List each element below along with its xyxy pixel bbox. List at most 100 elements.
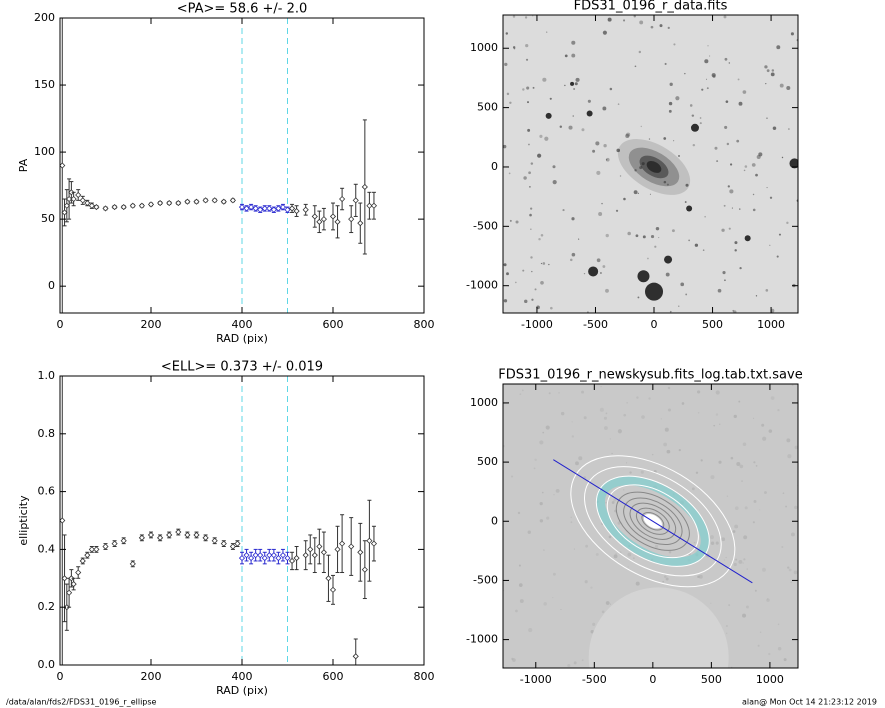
speckle xyxy=(634,65,637,68)
speckle xyxy=(710,541,715,545)
speckle xyxy=(650,234,655,239)
speckle xyxy=(542,431,545,434)
speckle xyxy=(761,423,765,427)
speckle xyxy=(527,101,529,104)
speckle xyxy=(503,299,508,303)
speckle xyxy=(539,519,544,523)
speckle xyxy=(764,491,767,494)
speckle xyxy=(781,156,784,159)
speckle xyxy=(675,96,680,101)
speckle xyxy=(573,661,577,665)
speckle xyxy=(616,148,621,153)
speckle xyxy=(678,305,680,307)
speckle xyxy=(617,429,622,434)
point xyxy=(193,531,200,539)
speckle xyxy=(787,566,790,569)
speckle xyxy=(524,16,528,19)
speckle xyxy=(715,541,719,545)
speckle xyxy=(732,530,736,533)
speckle xyxy=(623,197,626,201)
speckle xyxy=(685,293,688,296)
speckle xyxy=(725,632,728,635)
speckle xyxy=(590,630,594,634)
point xyxy=(202,534,209,541)
speckle xyxy=(766,187,768,189)
speckle xyxy=(710,475,715,480)
speckle xyxy=(794,505,798,510)
panel-title: FDS31_0196_r_data.fits xyxy=(574,0,728,14)
speckle xyxy=(787,454,792,459)
speckle xyxy=(684,72,686,75)
star xyxy=(789,158,798,169)
speckle xyxy=(741,480,743,482)
speckle xyxy=(575,77,580,82)
speckle xyxy=(735,558,738,561)
speckle xyxy=(508,172,511,175)
plot-area xyxy=(503,15,798,313)
point xyxy=(193,198,200,205)
speckle xyxy=(552,596,554,599)
speckle xyxy=(692,143,696,147)
speckle xyxy=(738,101,743,106)
point xyxy=(370,540,378,547)
point xyxy=(334,546,341,553)
speckle xyxy=(770,72,775,77)
speckle xyxy=(732,309,735,312)
point xyxy=(111,540,118,547)
speckle xyxy=(756,155,761,160)
speckle xyxy=(637,192,639,194)
speckle xyxy=(738,559,743,564)
speckle xyxy=(584,580,588,584)
y-tick-label: 1000 xyxy=(470,41,498,54)
speckle xyxy=(782,492,785,494)
point xyxy=(220,540,227,547)
speckle xyxy=(734,524,739,529)
speckle xyxy=(785,505,787,508)
speckle xyxy=(650,25,654,29)
x-tick-label: 400 xyxy=(232,670,253,683)
speckle xyxy=(791,384,794,386)
speckle xyxy=(601,610,605,614)
star xyxy=(686,205,693,212)
point xyxy=(184,198,191,205)
speckle xyxy=(538,237,541,241)
point xyxy=(279,204,287,211)
speckle xyxy=(762,567,766,572)
point xyxy=(220,198,227,205)
speckle xyxy=(648,138,651,140)
point xyxy=(157,534,164,541)
speckle xyxy=(651,453,654,456)
speckle xyxy=(604,426,608,430)
point xyxy=(138,534,145,541)
speckle xyxy=(718,460,722,464)
speckle xyxy=(517,511,521,515)
speckle xyxy=(567,663,571,668)
point xyxy=(248,204,255,211)
speckle xyxy=(793,570,798,575)
point xyxy=(329,213,337,220)
speckle xyxy=(753,417,755,419)
point xyxy=(147,531,155,539)
point xyxy=(325,575,332,582)
speckle xyxy=(571,435,574,438)
point xyxy=(307,546,314,553)
speckle xyxy=(615,209,619,212)
point xyxy=(284,206,291,213)
speckle xyxy=(635,581,640,586)
speckle xyxy=(570,258,573,262)
speckle xyxy=(737,78,740,81)
y-tick-label: 0 xyxy=(491,514,498,527)
speckle xyxy=(627,566,629,568)
point xyxy=(229,543,236,550)
speckle xyxy=(754,589,757,592)
speckle xyxy=(540,280,544,285)
point xyxy=(248,555,255,562)
speckle xyxy=(599,407,604,412)
speckle xyxy=(790,581,793,584)
point xyxy=(316,543,323,550)
x-tick-label: 400 xyxy=(232,318,253,331)
speckle xyxy=(619,175,622,177)
speckle xyxy=(725,100,729,103)
speckle xyxy=(534,458,537,461)
